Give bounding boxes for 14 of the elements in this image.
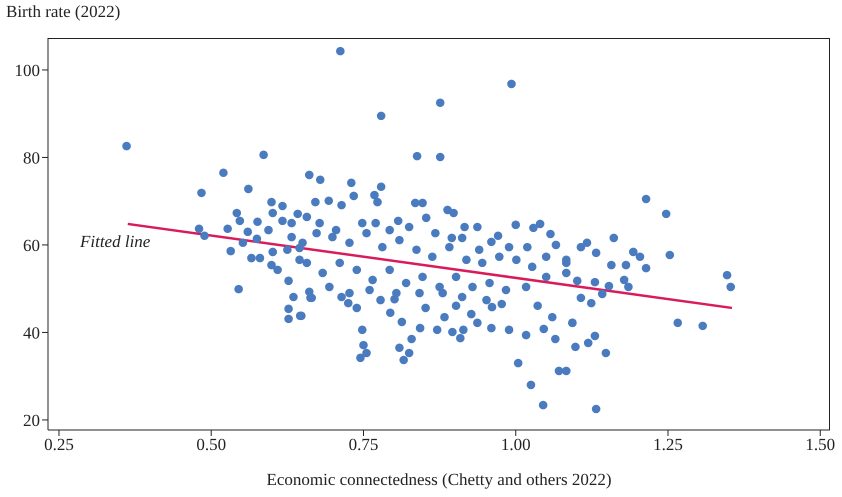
y-tick-label: 20 [23,410,40,430]
x-tick-label: 1.25 [653,435,683,454]
y-tick-label: 80 [23,148,40,168]
x-axis-title: Economic connectedness (Chetty and others 2022) [265,470,613,490]
y-axis-title: Birth rate (2022) [6,2,120,22]
x-tick-label: 0.25 [44,435,74,454]
x-tick-label: 0.50 [196,435,226,454]
y-tick-label: 60 [23,236,40,255]
x-tick-label: 0.75 [348,435,378,454]
y-tick-label: 100 [14,60,40,80]
x-tick-label: 1.50 [805,435,836,454]
y-tick-label: 40 [23,323,40,342]
x-tick-label: 1.00 [500,435,531,454]
annotation: Fitted line [80,232,150,252]
